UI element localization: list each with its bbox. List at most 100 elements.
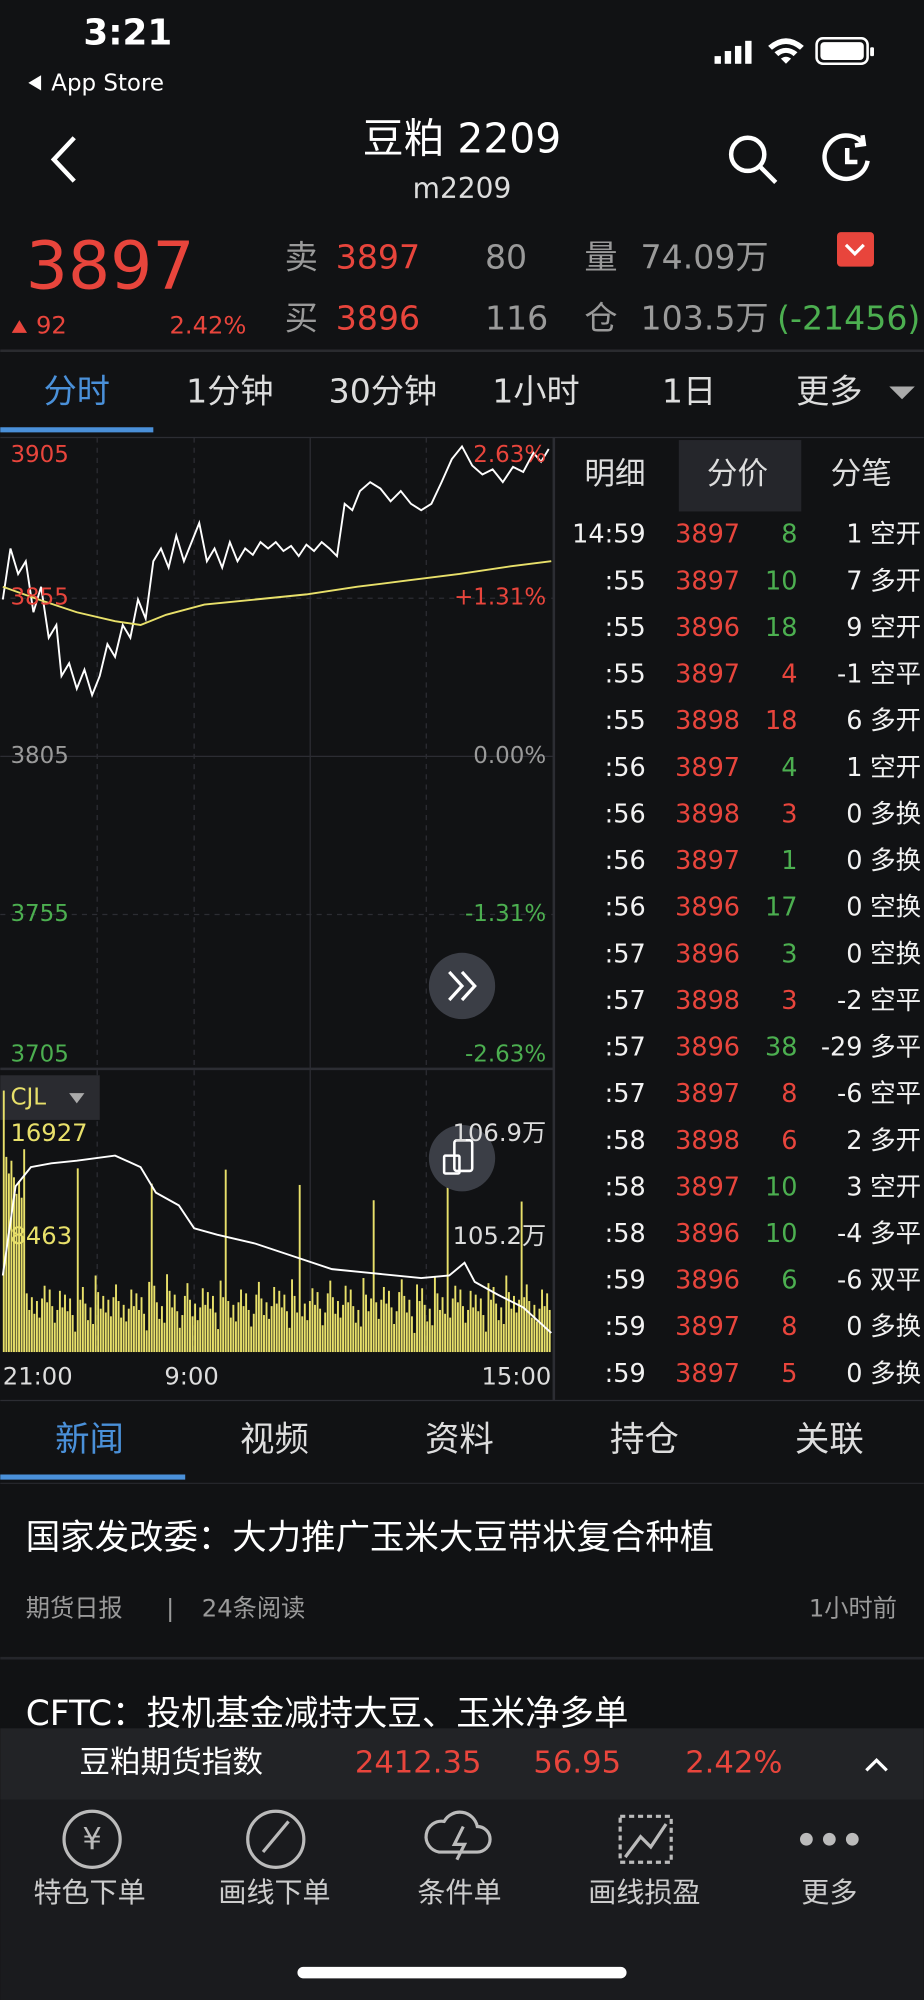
volume-bar (71, 1315, 74, 1353)
trade-vol: 3 (781, 939, 797, 969)
trade-change: -2 (837, 986, 862, 1016)
volume-bar (204, 1304, 207, 1353)
trade-time: :55 (605, 613, 646, 643)
volume-bar (316, 1292, 319, 1353)
volume-bar (13, 1177, 15, 1353)
period-tab[interactable]: 1分钟 (186, 371, 273, 410)
volume-bar (347, 1302, 350, 1353)
volume-bar (464, 1322, 467, 1353)
index-bar[interactable] (0, 1728, 924, 1800)
detail-tab[interactable]: 分笔 (831, 457, 892, 492)
volume-bar (467, 1309, 470, 1353)
volume-bar (344, 1285, 347, 1353)
more-arrow (889, 386, 915, 400)
volume-bar (416, 1284, 418, 1353)
trade-price: 3897 (675, 1172, 740, 1202)
trade-type: 空换 (870, 893, 921, 923)
volume-bar (158, 1318, 161, 1353)
index-name: 豆粕期货指数 (79, 1746, 263, 1781)
volume-bar (145, 1330, 148, 1353)
trade-type: 空平 (870, 1079, 921, 1109)
trade-vol: 17 (765, 893, 797, 923)
volume-bar (354, 1322, 357, 1353)
trade-time: :59 (605, 1312, 646, 1342)
volume-bar (33, 1313, 36, 1353)
pct-label: 2.63% (473, 442, 546, 468)
trade-type: 空开 (870, 520, 921, 550)
back-button[interactable] (50, 136, 76, 183)
volume-bar (250, 1326, 253, 1353)
volume-bar (92, 1323, 95, 1353)
news-tab[interactable]: 新闻 (55, 1420, 124, 1460)
toolbar-button[interactable]: 画线下单 (218, 1876, 330, 1909)
toolbar-button[interactable]: 条件单 (417, 1876, 501, 1909)
trade-change: 0 (846, 893, 862, 923)
volume-bar (403, 1295, 406, 1353)
news-tab[interactable]: 关联 (795, 1420, 864, 1460)
period-tab[interactable]: 分时 (44, 371, 110, 410)
news-title[interactable]: CFTC：投机基金减持大豆、玉米净多单 (26, 1694, 629, 1734)
sell-price: 3897 (336, 237, 420, 276)
dropdown-button[interactable] (837, 232, 874, 267)
chart-grid (0, 436, 924, 1402)
period-tab[interactable]: 更多 (796, 371, 862, 410)
news-tab[interactable]: 视频 (240, 1420, 309, 1460)
volume-bar (15, 1193, 18, 1353)
volume-bar (74, 1331, 77, 1353)
time-label: 21:00 (3, 1363, 73, 1391)
trade-time: :56 (605, 799, 646, 829)
volume-bar (265, 1302, 268, 1353)
volume-bar (513, 1295, 515, 1353)
volume-bar (510, 1308, 513, 1353)
toolbar-button[interactable]: 更多 (801, 1876, 857, 1909)
period-tab[interactable]: 30分钟 (329, 371, 438, 410)
oi-label: 仓 (584, 299, 617, 338)
volume-bar (104, 1312, 107, 1353)
indicator-select[interactable] (0, 1075, 100, 1120)
news-title[interactable]: 国家发改委：大力推广玉米大豆带状复合种植 (26, 1518, 714, 1558)
news-time: 1小时前 (809, 1595, 897, 1623)
toolbar-button[interactable]: 画线损盈 (588, 1876, 700, 1909)
volume-bar (97, 1292, 100, 1353)
volume-bar (28, 1309, 31, 1353)
volume-bar (324, 1312, 327, 1353)
trade-type: 多开 (870, 566, 921, 596)
volume-bar (456, 1302, 459, 1353)
detail-tab[interactable]: 明细 (584, 457, 645, 492)
volume-bar (76, 1168, 79, 1353)
volume-bar (155, 1302, 158, 1353)
volume-bar (99, 1308, 102, 1353)
trade-type: 空换 (870, 939, 921, 969)
trade-vol: 18 (765, 613, 797, 643)
trade-time: :59 (605, 1359, 646, 1389)
trade-change: 3 (846, 1172, 862, 1202)
period-tab[interactable]: 1日 (662, 371, 716, 410)
trade-vol: 10 (765, 1172, 797, 1202)
trade-change: 2 (846, 1126, 862, 1156)
trade-price: 3898 (675, 1126, 740, 1156)
volume-bar (178, 1327, 181, 1353)
status-back[interactable]: App Store (51, 71, 164, 97)
volume-bar (449, 1317, 452, 1353)
news-tab[interactable]: 资料 (425, 1420, 494, 1460)
volume-bar (487, 1283, 490, 1353)
detail-tab[interactable]: 分价 (707, 457, 768, 492)
change: 92 (36, 312, 67, 340)
search-button[interactable] (728, 135, 778, 184)
history-button[interactable] (822, 133, 870, 182)
status-time: 3:21 (83, 12, 172, 53)
volume-bar (140, 1297, 143, 1353)
news-tab[interactable]: 持仓 (610, 1420, 679, 1460)
volume-bar (479, 1298, 482, 1353)
volume-bar (474, 1294, 477, 1353)
trade-change: 0 (846, 799, 862, 829)
period-tab[interactable]: 1小时 (492, 371, 579, 410)
buy-vol: 116 (485, 299, 548, 338)
trade-type: 多换 (870, 799, 921, 829)
volume-bar (280, 1307, 283, 1353)
volume-bar (260, 1298, 263, 1353)
toolbar-button[interactable]: 特色下单 (33, 1876, 145, 1909)
volume-bar (212, 1295, 214, 1353)
trade-price: 3898 (675, 986, 740, 1016)
